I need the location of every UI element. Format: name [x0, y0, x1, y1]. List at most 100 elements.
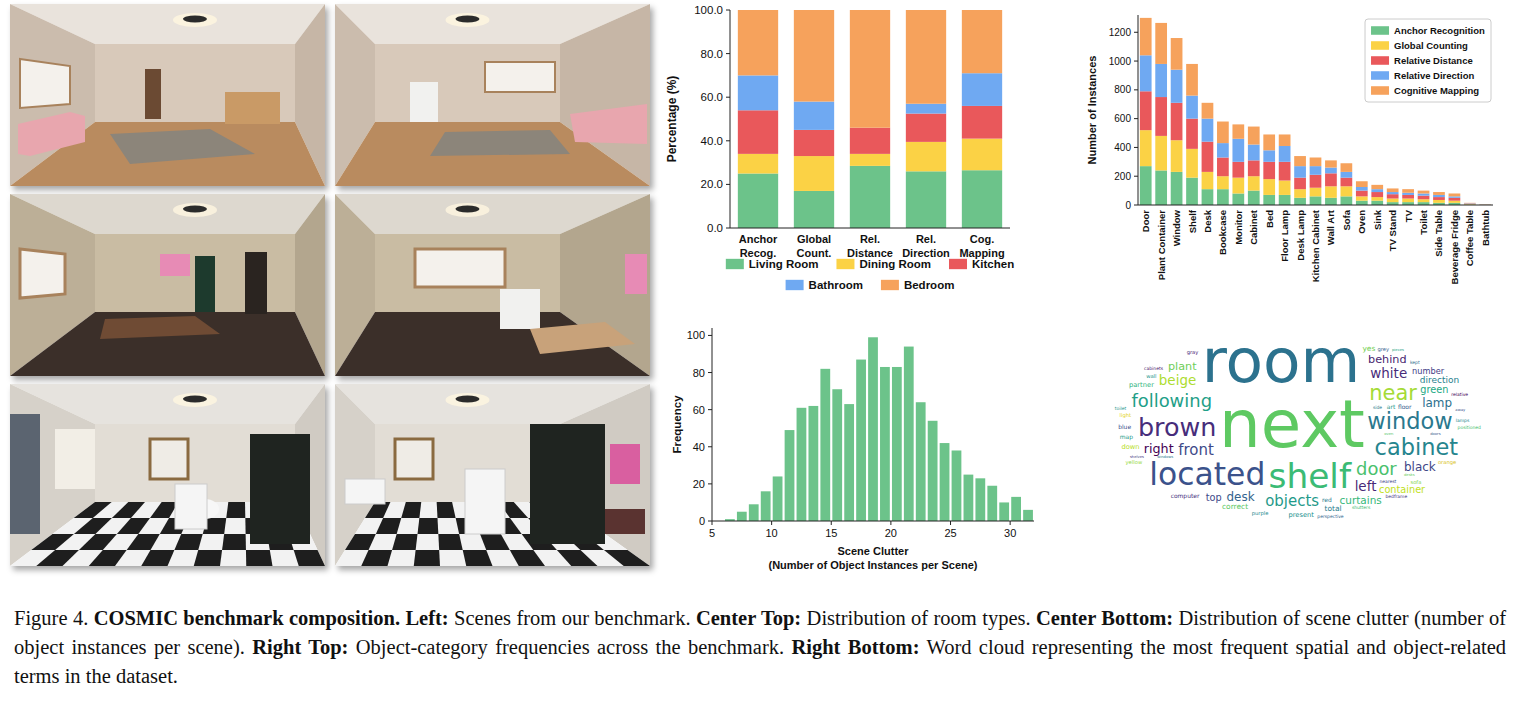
tick: [950, 521, 951, 525]
bar-segment: [1217, 143, 1229, 157]
plot-marks: [1140, 18, 1491, 205]
bar-segment: [1325, 198, 1337, 205]
legend-item: Relative Distance: [1371, 55, 1473, 66]
legend-item: Kitchen: [949, 258, 1014, 270]
histogram-bar: [952, 450, 962, 521]
shelf: [175, 484, 207, 529]
light-glow: [173, 203, 217, 217]
word: oven: [1384, 432, 1394, 436]
floor-tile: [361, 550, 392, 566]
window: [10, 414, 40, 534]
tick-label: 80.0: [701, 48, 723, 60]
legend-label: Bedroom: [904, 279, 954, 291]
word: cabinets: [1144, 366, 1164, 371]
legend-item: Relative Direction: [1371, 70, 1474, 81]
bar-segment: [794, 130, 834, 156]
category-label: Side Table: [1433, 210, 1444, 257]
floor-tile: [557, 550, 598, 566]
floor-tile: [510, 550, 545, 566]
bar-segment: [850, 128, 890, 154]
category-label: Bathtub: [1480, 210, 1491, 246]
tick-label: 800: [1114, 84, 1131, 95]
word: doors: [1430, 432, 1440, 436]
bar-segment: [1310, 196, 1322, 205]
category-label: Rel.Distance: [847, 233, 893, 259]
bar-segment: [794, 102, 834, 130]
light-glow: [446, 393, 490, 407]
scene-image: [10, 4, 325, 186]
floor: [10, 312, 325, 376]
axis-line: [712, 521, 1034, 522]
axis-title: Percentage (%): [665, 76, 679, 163]
rug: [110, 129, 255, 164]
bar-segment: [1171, 140, 1183, 172]
bar-segment: [1356, 187, 1368, 191]
tick: [1134, 118, 1138, 119]
legend-swatch: [1371, 26, 1389, 35]
bar-segment: [1232, 193, 1244, 205]
word: bedframe: [1386, 494, 1408, 499]
word: yellow: [1126, 459, 1143, 466]
label-line: Recog.: [740, 247, 777, 259]
caption-text: COSMIC benchmark composition.: [94, 607, 400, 629]
histogram-bar: [785, 430, 795, 521]
category-label: Sofa: [1341, 209, 1352, 230]
floor-tile: [127, 534, 160, 550]
bar-segment: [1356, 196, 1368, 200]
bar-segment: [738, 110, 778, 154]
bar-segment: [906, 142, 946, 171]
bar-segment: [1356, 191, 1368, 197]
legend-item: Living Room: [726, 258, 819, 270]
histogram-bar: [916, 402, 926, 521]
word: room: [1202, 325, 1361, 396]
tick-label: 100: [687, 329, 705, 341]
word: pieces: [1392, 348, 1404, 352]
bar-segment: [1341, 186, 1353, 196]
tick: [771, 521, 772, 525]
word: down: [1121, 443, 1139, 451]
bar-segment: [1279, 162, 1291, 181]
bar-segment: [1186, 96, 1198, 119]
window: [150, 439, 188, 479]
tick: [1134, 32, 1138, 33]
bar-segment: [1248, 176, 1260, 190]
plot-marks: [738, 10, 1002, 228]
ceiling-light: [183, 16, 207, 23]
histogram-bar: [832, 389, 842, 521]
bar-segment: [1217, 189, 1229, 205]
floor-tile: [194, 550, 222, 566]
wall-art: [160, 254, 190, 276]
tick-label: 400: [1114, 142, 1131, 153]
shelf: [410, 82, 438, 122]
floor: [335, 312, 650, 376]
word: correct: [1222, 502, 1248, 511]
bar-segment: [1248, 160, 1260, 176]
bar-segment: [1155, 97, 1167, 136]
tick: [708, 483, 712, 484]
bar-segment: [794, 156, 834, 191]
word: following: [1131, 390, 1212, 411]
floor-tile: [141, 550, 174, 566]
word: red: [1322, 496, 1332, 503]
cabinet: [605, 509, 645, 534]
floor-tile: [437, 502, 456, 518]
axis-line: [730, 228, 1010, 229]
label-line: Cog.: [970, 233, 994, 245]
ceiling-light: [456, 16, 480, 23]
histogram-bar: [964, 475, 974, 521]
bar-segment: [1310, 166, 1322, 175]
histogram-bar: [808, 406, 818, 521]
floor-tile: [112, 502, 145, 518]
bar-segment: [1433, 192, 1445, 195]
floor-tile: [79, 534, 117, 550]
tick-label: 5: [709, 527, 715, 539]
bar-segment: [1248, 145, 1260, 161]
histogram-bar: [797, 408, 807, 521]
bar-segment: [1356, 181, 1368, 187]
legend-swatch: [726, 259, 744, 269]
label-line: Distance: [847, 247, 893, 259]
bar-segment: [1171, 103, 1183, 140]
shelf: [225, 92, 280, 124]
floor-tile: [463, 550, 493, 566]
bar-segment: [1232, 139, 1244, 162]
